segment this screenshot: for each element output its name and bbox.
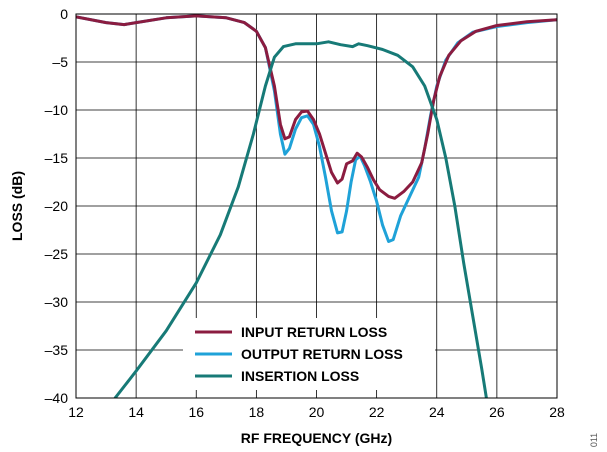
y-tick-label: –35 (45, 342, 69, 358)
x-tick-label: 22 (369, 404, 385, 420)
x-tick-label: 20 (309, 404, 325, 420)
y-axis-title: LOSS (dB) (9, 171, 25, 241)
y-tick-label: –15 (45, 150, 69, 166)
figure-id: 011 (589, 433, 599, 447)
x-tick-label: 26 (489, 404, 505, 420)
y-tick-label: –10 (45, 102, 69, 118)
x-tick-label: 18 (249, 404, 265, 420)
data-series (76, 14, 557, 398)
y-tick-label: –5 (52, 54, 68, 70)
tick-labels: 12 14 16 18 20 22 24 26 28 0 –5 –10 –15 –20 –25 –30 –35 –… (45, 6, 565, 420)
x-tick-label: 24 (429, 404, 445, 420)
y-tick-label: –20 (45, 198, 69, 214)
y-tick-label: –30 (45, 294, 69, 310)
legend-label: OUTPUT RETURN LOSS (241, 346, 403, 362)
x-axis-title: RF FREQUENCY (GHz) (241, 430, 392, 446)
legend: INPUT RETURN LOSS OUTPUT RETURN LOSS INSER… (183, 318, 435, 390)
y-tick-label: –40 (45, 390, 69, 406)
series-line-insertion-loss (113, 40, 488, 398)
x-tick-label: 16 (188, 404, 204, 420)
x-tick-label: 14 (128, 404, 144, 420)
legend-label: INSERTION LOSS (241, 368, 359, 384)
x-tick-label: 28 (549, 404, 565, 420)
y-tick-label: 0 (60, 6, 68, 22)
x-tick-label: 12 (68, 404, 84, 420)
y-tick-label: –25 (45, 246, 69, 262)
legend-label: INPUT RETURN LOSS (241, 324, 387, 340)
plot-frame (75, 13, 558, 399)
